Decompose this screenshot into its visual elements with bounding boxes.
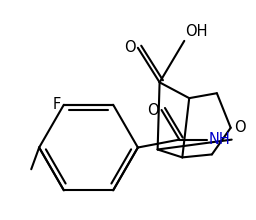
Text: F: F xyxy=(53,97,61,112)
Text: NH: NH xyxy=(209,132,231,147)
Text: OH: OH xyxy=(185,24,208,39)
Text: O: O xyxy=(124,40,136,55)
Text: O: O xyxy=(147,103,159,117)
Text: O: O xyxy=(234,120,245,135)
